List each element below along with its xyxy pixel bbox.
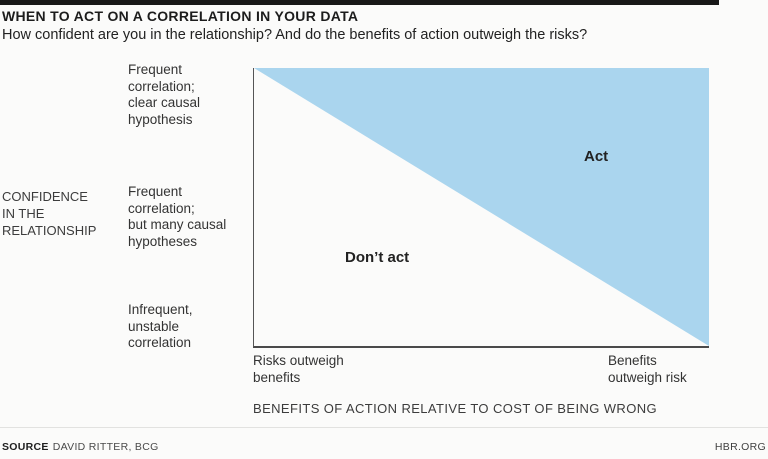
act-region-shape	[254, 68, 709, 346]
footer-site-link: HBR.ORG	[714, 441, 766, 453]
act-region-label: Act	[584, 148, 609, 165]
footer-source: SOURCE DAVID RITTER, BCG	[2, 441, 159, 453]
x-tick-label-risks-outweigh: Risks outweigh benefits	[253, 353, 344, 385]
y-axis-title: CONFIDENCE IN THE RELATIONSHIP	[2, 189, 97, 238]
y-tick-label-low-confidence: Infrequent, unstable correlation	[128, 302, 193, 350]
act-region-triangle	[254, 68, 709, 346]
x-axis-title: BENEFITS OF ACTION RELATIVE TO COST OF B…	[253, 401, 658, 416]
footer-divider	[0, 427, 768, 428]
source-label: SOURCE	[2, 441, 49, 453]
y-tick-label-mid-confidence: Frequent correlation; but many causal hy…	[128, 184, 227, 249]
source-text: DAVID RITTER, BCG	[52, 441, 159, 453]
dont-act-region-label: Don’t act	[345, 249, 410, 266]
chart-subtitle: How confident are you in the relationshi…	[2, 27, 588, 43]
plot-area: Act Don’t act	[253, 68, 709, 348]
chart-title: WHEN TO ACT ON A CORRELATION IN YOUR DAT…	[2, 8, 359, 24]
x-tick-label-benefits-outweigh: Benefits outweigh risk	[608, 353, 687, 385]
top-accent-bar	[0, 0, 719, 5]
y-tick-label-high-confidence: Frequent correlation; clear causal hypot…	[128, 62, 201, 127]
